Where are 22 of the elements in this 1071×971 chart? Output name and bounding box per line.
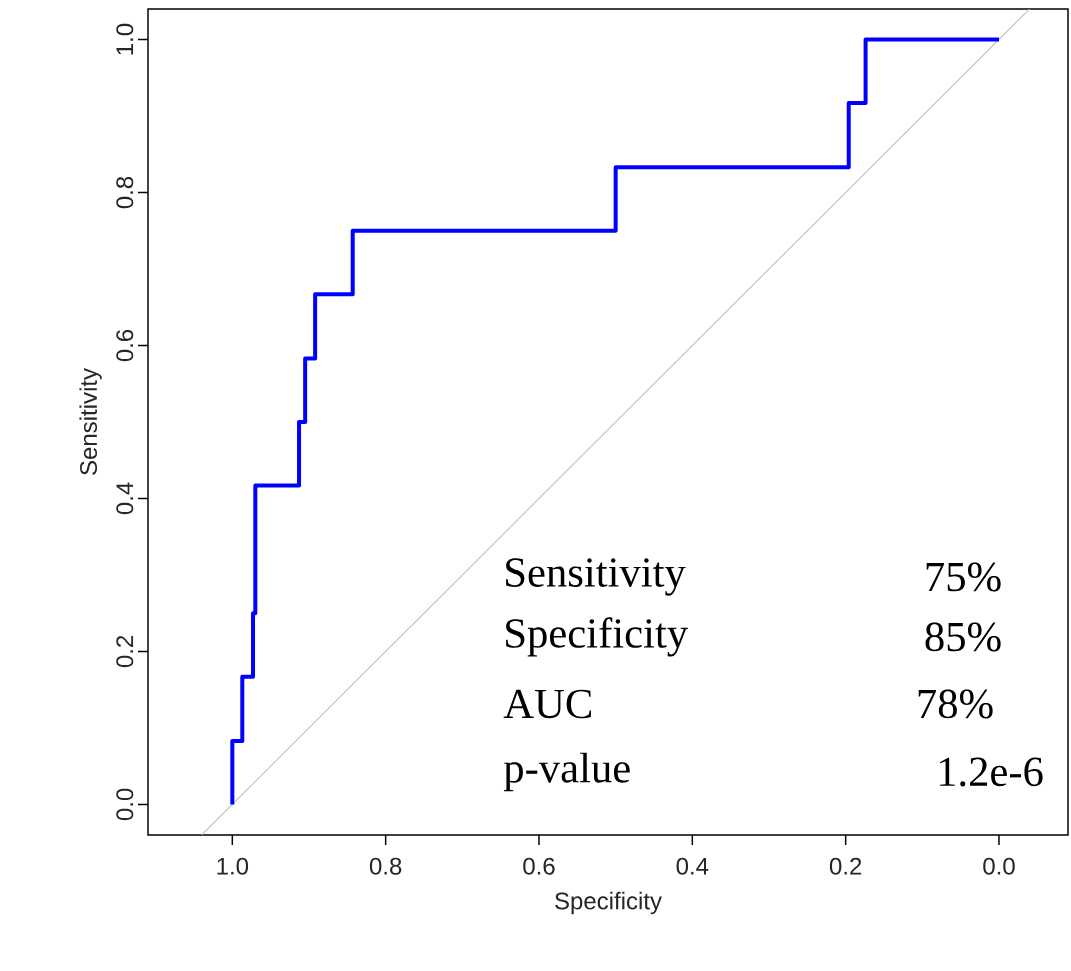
y-tick-label: 0.0 xyxy=(116,788,134,821)
y-tick-label: 0.2 xyxy=(116,635,134,668)
annotation: 1.2e-6 xyxy=(939,757,1043,787)
annotation: Specificity xyxy=(506,617,688,657)
y-tick-label: 0.6 xyxy=(116,329,134,362)
annotation: 75% xyxy=(926,562,1001,592)
y-tick-label: 1.0 xyxy=(116,23,134,55)
annotation: p-value xyxy=(503,752,630,792)
annotation: AUC xyxy=(503,689,591,719)
x-tick-label: 0.2 xyxy=(829,857,862,875)
annotation: Sensitivity xyxy=(506,558,686,596)
x-tick-label: 0.6 xyxy=(523,857,555,875)
x-axis-title: Specificity xyxy=(555,891,662,915)
y-tick-label: 0.4 xyxy=(116,482,134,515)
x-tick-label: 1.0 xyxy=(217,857,249,875)
annotation: 78% xyxy=(918,689,993,719)
x-tick-label: 0.0 xyxy=(983,857,1015,875)
annotation: 85% xyxy=(925,622,1001,652)
y-tick-label: 0.8 xyxy=(116,176,134,209)
y-axis-title: Sensitivity xyxy=(79,368,102,475)
x-tick-label: 0.4 xyxy=(676,857,709,875)
x-tick-label: 0.8 xyxy=(369,857,402,875)
